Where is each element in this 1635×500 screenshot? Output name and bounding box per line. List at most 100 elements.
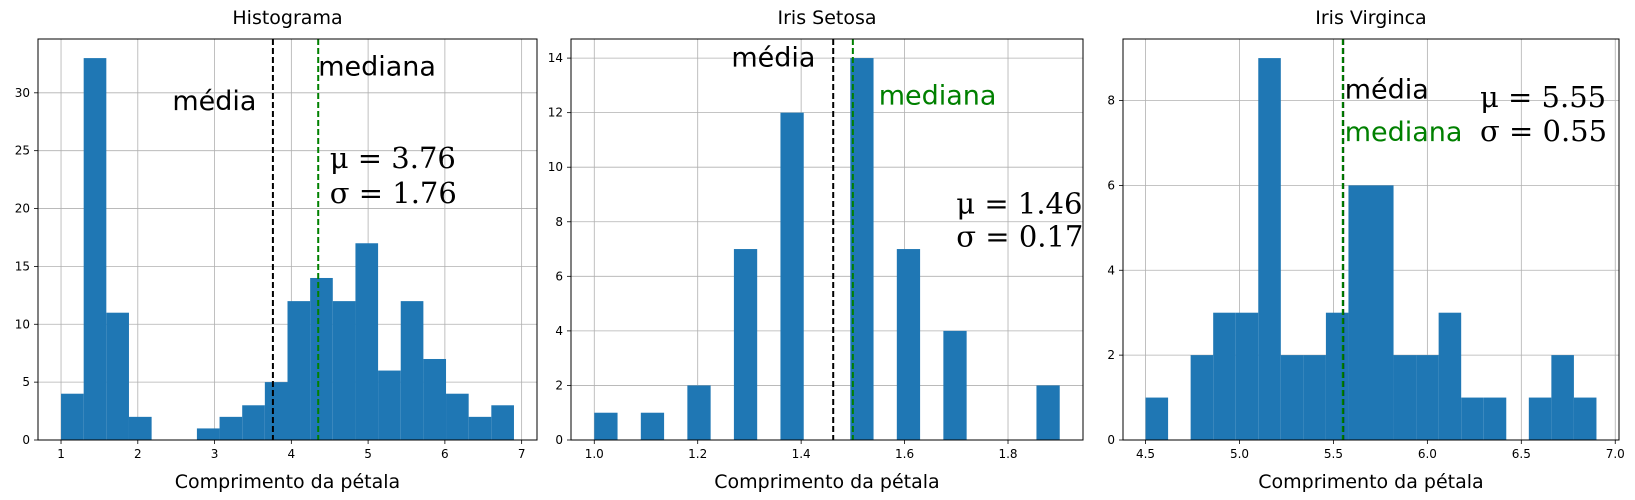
y-tick-label: 12 — [548, 106, 563, 120]
y-tick-label: 6 — [1107, 178, 1115, 192]
axes-frame — [37, 38, 538, 441]
histogram-bar — [310, 277, 333, 440]
histogram-bar — [1573, 397, 1597, 440]
histogram-bar — [943, 330, 967, 440]
y-tick-label: 25 — [15, 144, 30, 158]
histogram-bar — [378, 370, 401, 440]
histogram-bar — [468, 416, 492, 440]
y-tick-label: 2 — [1107, 348, 1115, 362]
histogram-bar — [1461, 397, 1484, 440]
y-tick-label: 20 — [15, 202, 30, 216]
histogram-bar — [1303, 355, 1326, 440]
histogram-bar — [264, 382, 288, 440]
x-tick-label: 6.0 — [1418, 447, 1437, 461]
histogram-bar — [1280, 355, 1304, 440]
histogram-bar — [733, 249, 758, 440]
y-tick-label: 15 — [15, 259, 30, 273]
x-tick-label: 6.5 — [1512, 447, 1531, 461]
median-annotation: mediana — [318, 51, 436, 82]
x-tick-label: 3 — [211, 447, 219, 461]
histogram-bar — [355, 243, 379, 440]
histogram-bar — [1190, 355, 1214, 440]
median-annotation: mediana — [879, 80, 997, 111]
mean-annotation: média — [1345, 74, 1429, 105]
median-annotation: mediana — [1345, 117, 1463, 148]
histogram-bar — [1483, 397, 1507, 440]
y-tick-label: 6 — [555, 269, 563, 283]
x-tick-label: 1.2 — [688, 447, 707, 461]
histogram-bar — [1438, 312, 1462, 440]
histogram-bar — [1416, 355, 1439, 440]
x-tick-label: 2 — [134, 447, 142, 461]
histogram-bar — [128, 416, 152, 440]
panel-iris-virginca: 4.5 5.0 5.5 6.0 6.5 7.0 0 2 4 6 8 Iris Virginca Comp… — [1107, 7, 1624, 493]
histogram-bar — [850, 58, 874, 440]
histogram-bar — [1145, 397, 1169, 440]
histogram-bar — [446, 393, 469, 440]
y-tick-label: 2 — [555, 378, 563, 392]
histogram-bar — [332, 301, 356, 440]
mean-annotation: média — [172, 86, 256, 117]
panel-histograma: 1 2 3 4 5 6 7 0 5 10 15 20 25 30 Histograma Comprimento… — [15, 7, 538, 493]
y-tick-label: 8 — [555, 215, 563, 229]
mean-stat-label: μ = 3.76 — [330, 141, 456, 175]
histogram-bar — [1325, 312, 1349, 440]
chart-title: Iris Setosa — [778, 7, 877, 29]
mean-annotation: média — [731, 42, 815, 73]
x-tick-label: 1.6 — [895, 447, 914, 461]
x-tick-label: 5.0 — [1230, 447, 1249, 461]
y-tick-label: 30 — [15, 86, 30, 100]
histogram-bar — [219, 416, 243, 440]
histogram-bar — [196, 428, 220, 440]
mean-stat-label: μ = 5.55 — [1480, 80, 1606, 114]
y-tick-label: 14 — [548, 51, 563, 65]
histogram-bar — [423, 358, 447, 440]
histogram-bar — [1371, 185, 1394, 440]
histogram-bar — [640, 412, 665, 440]
x-axis-label: Comprimento da pétala — [175, 471, 400, 493]
x-tick-label: 6 — [441, 447, 449, 461]
std-stat-label: σ = 1.76 — [330, 176, 457, 210]
y-tick-label: 0 — [555, 433, 563, 447]
histogram-bar — [1235, 312, 1259, 440]
y-tick-label: 10 — [548, 160, 563, 174]
x-tick-label: 1.4 — [792, 447, 811, 461]
y-tick-label: 4 — [555, 324, 563, 338]
histogram-bar — [400, 301, 424, 440]
bars — [594, 58, 1060, 440]
bars — [1145, 58, 1597, 440]
histogram-bar — [896, 249, 921, 440]
histogram-bar — [780, 112, 804, 440]
histogram-bar — [242, 405, 265, 440]
x-tick-label: 1.8 — [998, 447, 1017, 461]
histogram-bar — [106, 312, 129, 440]
y-tick-label: 4 — [1107, 263, 1115, 277]
histogram-bar — [1348, 185, 1371, 440]
histogram-bar — [61, 393, 84, 440]
x-axis-label: Comprimento da pétala — [1258, 471, 1483, 493]
histogram-bar — [1551, 355, 1574, 440]
y-tick-label: 5 — [22, 375, 30, 389]
chart-title: Iris Virginca — [1315, 7, 1426, 29]
histogram-bar — [287, 301, 311, 440]
y-tick-label: 0 — [22, 433, 30, 447]
histogram-bar — [1258, 58, 1281, 440]
x-axis-label: Comprimento da pétala — [714, 471, 939, 493]
x-tick-label: 1 — [57, 447, 65, 461]
histogram-bar — [491, 405, 514, 440]
axes-frame — [1122, 38, 1620, 441]
x-tick-label: 1.0 — [585, 447, 604, 461]
panel-iris-setosa: 1.0 1.2 1.4 1.6 1.8 0 2 4 6 8 10 12 14 Iris Setosa Com… — [548, 7, 1084, 493]
histogram-bar — [1393, 355, 1417, 440]
axes-frame — [570, 38, 1084, 441]
histogram-bar — [1528, 397, 1552, 440]
histogram-bar — [687, 385, 711, 440]
mean-stat-label: μ = 1.46 — [956, 187, 1082, 221]
histogram-bar — [594, 412, 618, 440]
y-tick-label: 0 — [1107, 433, 1115, 447]
x-tick-label: 5 — [364, 447, 372, 461]
bars — [61, 58, 514, 440]
x-tick-label: 4.5 — [1136, 447, 1155, 461]
x-tick-label: 7 — [518, 447, 526, 461]
